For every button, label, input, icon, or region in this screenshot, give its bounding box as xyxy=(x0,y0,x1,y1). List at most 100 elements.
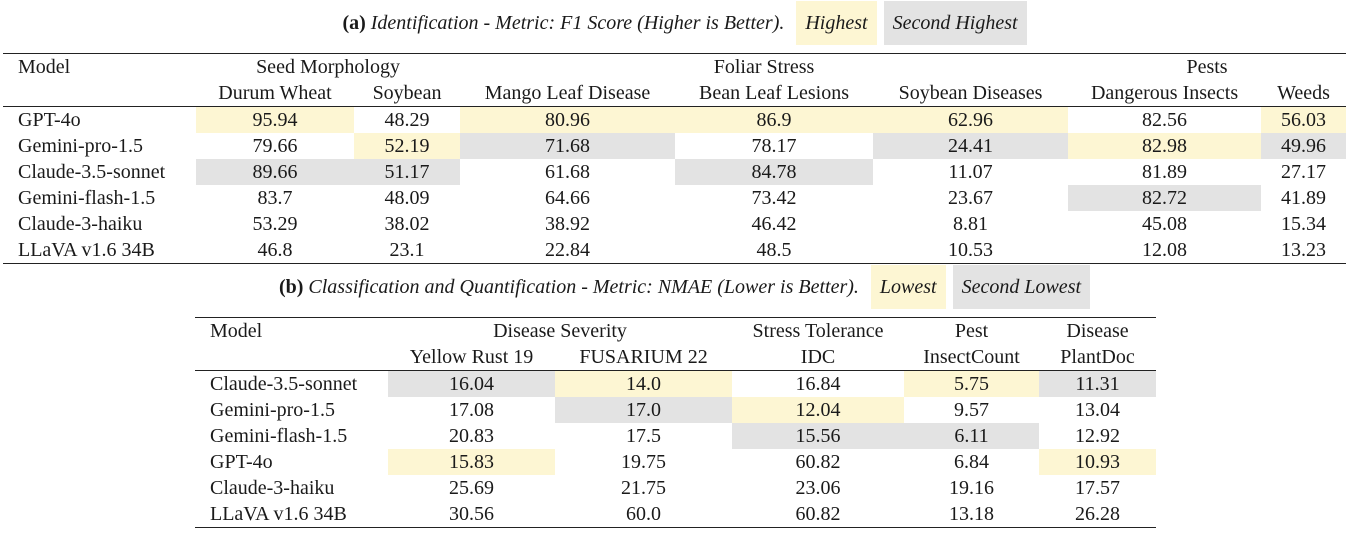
table-row: Gemini-pro-1.5 17.08 17.0 12.04 9.57 13.… xyxy=(195,397,1156,423)
table-cell: 6.84 xyxy=(954,451,990,473)
table-cell: 26.28 xyxy=(1075,503,1121,525)
table-cell: 45.08 xyxy=(1142,213,1188,235)
column-header: Soybean xyxy=(354,80,461,107)
table-cell: 62.96 xyxy=(873,106,1069,133)
table-cell: 25.69 xyxy=(449,477,494,499)
table-cell: 10.93 xyxy=(1039,449,1157,475)
model-name: Gemini-flash-1.5 xyxy=(18,187,156,209)
table-row: Claude-3.5-sonnet 89.66 51.17 61.68 84.7… xyxy=(3,159,1346,185)
table-cell: 52.19 xyxy=(354,133,461,159)
caption-text: Classification and Quantification - Metr… xyxy=(308,275,859,298)
table-cell: 79.66 xyxy=(252,135,298,157)
table-cell: 82.98 xyxy=(1068,133,1262,159)
model-name: LLaVA v1.6 34B xyxy=(210,503,347,525)
table-cell: 20.83 xyxy=(449,425,494,447)
caption-tag: (a) xyxy=(342,11,366,34)
table-cell: 89.66 xyxy=(196,159,354,185)
group-header: Pests xyxy=(1186,56,1228,78)
table-row: Gemini-flash-1.5 83.7 48.09 64.66 73.42 … xyxy=(3,185,1346,211)
table-cell: 38.92 xyxy=(545,213,591,235)
table-cell: 8.81 xyxy=(953,213,989,235)
table-cell: 23.06 xyxy=(795,477,841,499)
table-cell: 11.07 xyxy=(948,161,993,183)
table-cell: 13.23 xyxy=(1281,239,1327,261)
table-row: Gemini-pro-1.5 79.66 52.19 71.68 78.17 2… xyxy=(3,133,1347,159)
f1-score-table: Model Seed Morphology Foliar Stress Pest… xyxy=(3,53,1347,264)
table-cell: 17.08 xyxy=(449,399,494,421)
table-row: Claude-3-haiku 25.69 21.75 23.06 19.16 1… xyxy=(195,475,1156,501)
column-header: IDC xyxy=(732,344,905,371)
legend-lowest: Lowest xyxy=(870,265,946,309)
table-cell: 16.04 xyxy=(388,370,555,397)
legend-second-lowest: Second Lowest xyxy=(952,265,1091,309)
table-cell: 23.1 xyxy=(389,239,425,261)
table-cell: 9.57 xyxy=(954,399,990,421)
table-row: Gemini-flash-1.5 20.83 17.5 15.56 6.11 1… xyxy=(195,423,1156,449)
table-cell: 19.75 xyxy=(621,451,666,473)
model-name: GPT-4o xyxy=(210,451,273,473)
table-cell: 24.41 xyxy=(873,133,1069,159)
table-row: LLaVA v1.6 34B 30.56 60.0 60.82 13.18 26… xyxy=(195,501,1156,528)
group-header-row: Model Disease Severity Stress Tolerance … xyxy=(195,318,1156,345)
model-header: Model xyxy=(210,320,263,342)
table-cell: 48.09 xyxy=(384,187,430,209)
group-header: Pest xyxy=(954,320,989,342)
model-name: GPT-4o xyxy=(18,109,81,131)
table-cell: 82.56 xyxy=(1142,109,1188,131)
column-header: Soybean Diseases xyxy=(873,80,1069,107)
table-cell: 53.29 xyxy=(252,213,298,235)
table-cell: 14.0 xyxy=(555,370,733,397)
table-cell: 22.84 xyxy=(545,239,591,261)
table-cell: 12.04 xyxy=(732,397,905,423)
table-cell: 81.89 xyxy=(1142,161,1188,183)
table-cell: 60.0 xyxy=(626,503,661,525)
table-cell: 13.04 xyxy=(1075,399,1121,421)
table-cell: 60.82 xyxy=(795,503,841,525)
group-header: Disease Severity xyxy=(493,320,627,342)
model-name: Gemini-flash-1.5 xyxy=(210,425,348,447)
column-header: FUSARIUM 22 xyxy=(555,344,733,371)
table-cell: 21.75 xyxy=(621,477,666,499)
table-cell: 82.72 xyxy=(1068,185,1262,211)
table-cell: 19.16 xyxy=(949,477,995,499)
model-name: Claude-3-haiku xyxy=(210,477,335,499)
table-cell: 17.0 xyxy=(555,397,733,423)
group-header: Stress Tolerance xyxy=(752,320,884,342)
table-cell: 17.5 xyxy=(626,425,661,447)
table-cell: 17.57 xyxy=(1075,477,1121,499)
table-cell: 15.34 xyxy=(1281,213,1327,235)
model-name: Claude-3-haiku xyxy=(18,213,143,235)
caption-table-a: (a) Identification - Metric: F1 Score (H… xyxy=(0,1,1369,45)
table-cell: 51.17 xyxy=(354,159,461,185)
column-header-row: Yellow Rust 19 FUSARIUM 22 IDC InsectCou… xyxy=(195,344,1157,371)
table-cell: 6.11 xyxy=(904,423,1040,449)
column-header: PlantDoc xyxy=(1039,344,1157,371)
column-header: Durum Wheat xyxy=(196,80,354,107)
column-header: Yellow Rust 19 xyxy=(388,344,555,371)
column-header: Dangerous Insects xyxy=(1068,80,1262,107)
table-cell: 48.5 xyxy=(756,239,792,261)
column-header-row: Durum Wheat Soybean Mango Leaf Disease B… xyxy=(3,80,1347,107)
group-header: Disease xyxy=(1066,320,1129,342)
model-name: Gemini-pro-1.5 xyxy=(210,399,335,421)
table-row: Claude-3-haiku 53.29 38.02 38.92 46.42 8… xyxy=(3,211,1346,237)
table-cell: 12.92 xyxy=(1075,425,1121,447)
table-cell: 84.78 xyxy=(675,159,874,185)
group-header: Seed Morphology xyxy=(256,56,400,78)
table-cell: 56.03 xyxy=(1261,106,1347,133)
table-row: LLaVA v1.6 34B 46.8 23.1 22.84 48.5 10.5… xyxy=(3,237,1346,264)
table-cell: 95.94 xyxy=(196,106,354,133)
caption-table-b: (b) Classification and Quantification - … xyxy=(0,265,1369,309)
column-header: InsectCount xyxy=(904,344,1040,371)
column-header: Mango Leaf Disease xyxy=(460,80,676,107)
table-cell: 12.08 xyxy=(1142,239,1188,261)
column-header: Bean Leaf Lesions xyxy=(675,80,874,107)
table-cell: 73.42 xyxy=(751,187,797,209)
table-cell: 64.66 xyxy=(545,187,591,209)
table-row: Claude-3.5-sonnet 16.04 14.0 16.84 5.75 … xyxy=(195,370,1157,397)
table-cell: 16.84 xyxy=(795,373,841,395)
table-cell: 41.89 xyxy=(1281,187,1327,209)
group-header: Foliar Stress xyxy=(713,56,815,78)
table-cell: 60.82 xyxy=(795,451,841,473)
table-cell: 15.83 xyxy=(388,449,555,475)
